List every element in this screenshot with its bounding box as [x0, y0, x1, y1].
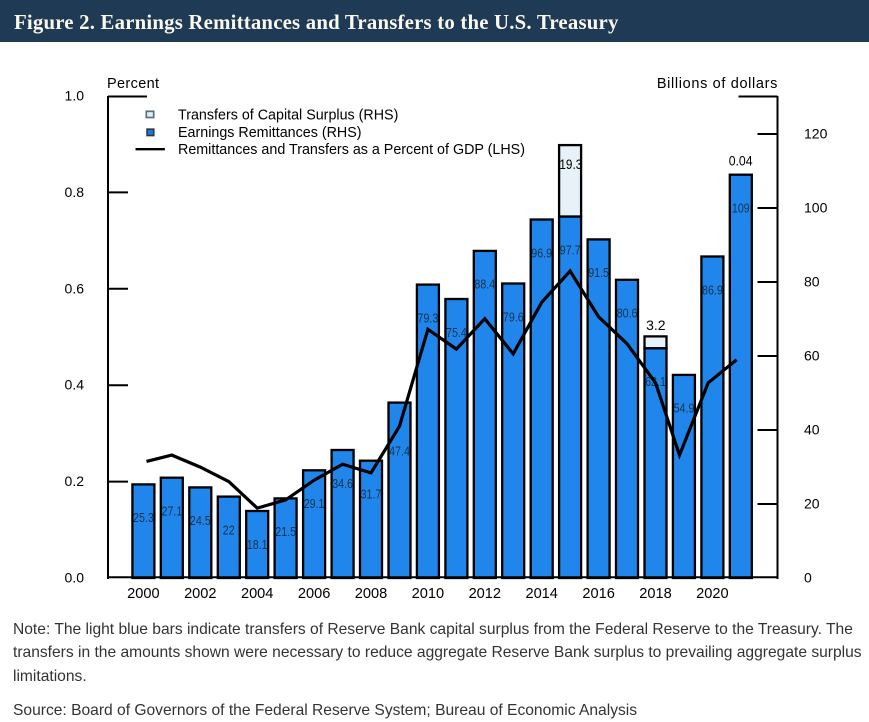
svg-text:0.8: 0.8 — [65, 184, 85, 200]
svg-text:Billions of dollars: Billions of dollars — [657, 76, 778, 92]
svg-text:79.3: 79.3 — [418, 310, 439, 325]
svg-text:100: 100 — [804, 200, 828, 216]
svg-text:120: 120 — [804, 126, 828, 142]
svg-text:21.5: 21.5 — [275, 524, 296, 539]
svg-text:Percent: Percent — [107, 76, 159, 92]
svg-text:2008: 2008 — [355, 586, 387, 602]
svg-text:2006: 2006 — [298, 586, 330, 602]
svg-text:2020: 2020 — [696, 586, 728, 602]
svg-text:27.1: 27.1 — [162, 504, 183, 519]
svg-text:Transfers of Capital Surplus (: Transfers of Capital Surplus (RHS) — [178, 108, 398, 124]
svg-text:19.3: 19.3 — [559, 156, 582, 172]
svg-text:0.04: 0.04 — [729, 153, 753, 169]
svg-text:0.2: 0.2 — [65, 473, 85, 489]
svg-text:Remittances and Transfers as a: Remittances and Transfers as a Percent o… — [178, 142, 525, 158]
svg-text:97.7: 97.7 — [560, 242, 581, 257]
svg-text:60: 60 — [804, 348, 820, 364]
svg-text:86.9: 86.9 — [702, 282, 723, 297]
svg-text:2012: 2012 — [469, 586, 501, 602]
svg-text:80.6: 80.6 — [617, 306, 638, 321]
svg-text:3.2: 3.2 — [646, 317, 666, 333]
svg-text:0.6: 0.6 — [65, 280, 85, 296]
svg-text:31.7: 31.7 — [361, 487, 382, 502]
svg-text:2016: 2016 — [582, 586, 614, 602]
svg-text:0.4: 0.4 — [65, 377, 85, 393]
svg-text:2014: 2014 — [525, 586, 557, 602]
svg-text:25.3: 25.3 — [133, 510, 154, 525]
svg-text:88.4: 88.4 — [474, 277, 495, 292]
svg-text:2000: 2000 — [127, 586, 159, 602]
svg-text:96.9: 96.9 — [531, 245, 552, 260]
svg-text:18.1: 18.1 — [247, 537, 268, 552]
svg-text:2004: 2004 — [241, 586, 273, 602]
svg-text:1.0: 1.0 — [65, 88, 85, 104]
svg-text:20: 20 — [804, 496, 820, 512]
svg-text:91.5: 91.5 — [588, 265, 609, 280]
svg-text:24.5: 24.5 — [190, 513, 211, 528]
svg-text:22: 22 — [223, 522, 235, 537]
svg-text:75.4: 75.4 — [446, 325, 467, 340]
svg-text:0: 0 — [804, 570, 812, 586]
svg-text:Earnings Remittances (RHS): Earnings Remittances (RHS) — [178, 125, 362, 141]
svg-text:29.1: 29.1 — [304, 496, 325, 511]
svg-text:2002: 2002 — [184, 586, 216, 602]
svg-text:47.4: 47.4 — [389, 444, 410, 459]
svg-text:79.6: 79.6 — [503, 309, 524, 324]
svg-text:109: 109 — [732, 201, 750, 216]
svg-text:34.6: 34.6 — [332, 476, 353, 491]
svg-text:0.0: 0.0 — [65, 570, 85, 586]
svg-text:80: 80 — [804, 274, 820, 290]
svg-text:2018: 2018 — [639, 586, 671, 602]
svg-text:2010: 2010 — [412, 586, 444, 602]
svg-text:54.9: 54.9 — [674, 401, 695, 416]
svg-text:40: 40 — [804, 422, 820, 438]
